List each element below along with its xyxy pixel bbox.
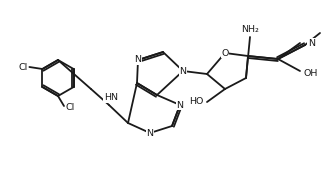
Text: HO: HO: [190, 98, 204, 107]
Text: HN: HN: [104, 93, 118, 102]
Text: OH: OH: [304, 69, 318, 78]
Text: O: O: [221, 48, 229, 57]
Text: Cl: Cl: [66, 102, 75, 112]
Text: N: N: [180, 66, 187, 75]
Text: N: N: [134, 56, 141, 65]
Text: N: N: [146, 129, 153, 138]
Text: Cl: Cl: [18, 62, 27, 71]
Text: NH₂: NH₂: [241, 25, 259, 34]
Text: N: N: [308, 39, 315, 48]
Text: N: N: [177, 101, 184, 110]
